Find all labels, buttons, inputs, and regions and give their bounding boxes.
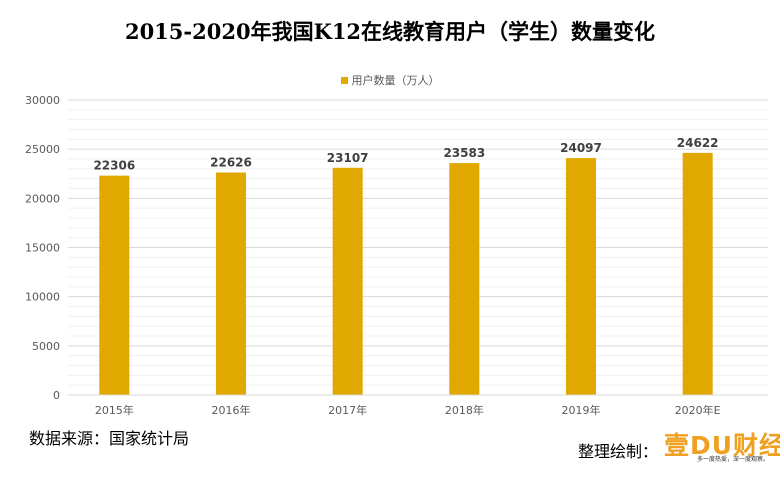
- y-tick-label: 30000: [25, 94, 60, 107]
- gridlines: [68, 99, 768, 396]
- chart-title: 2015-2020年我国K12在线教育用户（学生）数量变化: [124, 19, 656, 44]
- data-label: 23583: [443, 146, 485, 160]
- data-source: 数据来源：国家统计局: [29, 429, 190, 448]
- data-label: 22306: [93, 159, 135, 173]
- legend: 用户数量（万人）: [0, 72, 780, 88]
- bar: [99, 175, 130, 395]
- x-tick-label: 2018年: [445, 403, 484, 417]
- legend-label: 用户数量（万人）: [351, 74, 440, 87]
- bar: [332, 167, 363, 395]
- y-tick-label: 0: [53, 389, 60, 402]
- y-tick-label: 20000: [25, 192, 60, 205]
- logo-text: 壹DU财经: [664, 431, 780, 460]
- y-tick-label: 5000: [32, 340, 60, 353]
- y-tick-label: 25000: [25, 143, 60, 156]
- credit-label: 整理绘制：: [578, 442, 659, 461]
- y-tick-label: 15000: [25, 242, 60, 255]
- x-tick-label: 2016年: [212, 403, 251, 417]
- x-tick-label: 2019年: [562, 403, 601, 417]
- data-label: 24622: [677, 136, 719, 150]
- x-tick-label: 2017年: [328, 403, 367, 417]
- y-tick-label: 10000: [25, 291, 60, 304]
- bars: 22306 22626 23107 23583 24097 24622: [93, 136, 719, 395]
- bar: [216, 172, 246, 395]
- data-label: 23107: [327, 151, 369, 165]
- data-label: 22626: [210, 156, 252, 170]
- bar: [449, 163, 480, 395]
- data-label: 24097: [560, 141, 602, 155]
- logo-slogan: 多一度热爱，深一度观察。: [697, 456, 770, 463]
- x-axis: 2015年 2016年 2017年 2018年 2019年 2020年E: [68, 394, 768, 417]
- x-tick-label: 2020年E: [675, 403, 721, 417]
- bar: [682, 152, 713, 395]
- brand-logo: 壹DU财经 多一度热爱，深一度观察。: [664, 426, 780, 464]
- bar: [566, 158, 596, 395]
- legend-swatch: [340, 76, 348, 84]
- x-tick-label: 2015年: [95, 403, 134, 417]
- y-axis: 0 5000 10000 15000 20000 25000 30000: [25, 94, 60, 402]
